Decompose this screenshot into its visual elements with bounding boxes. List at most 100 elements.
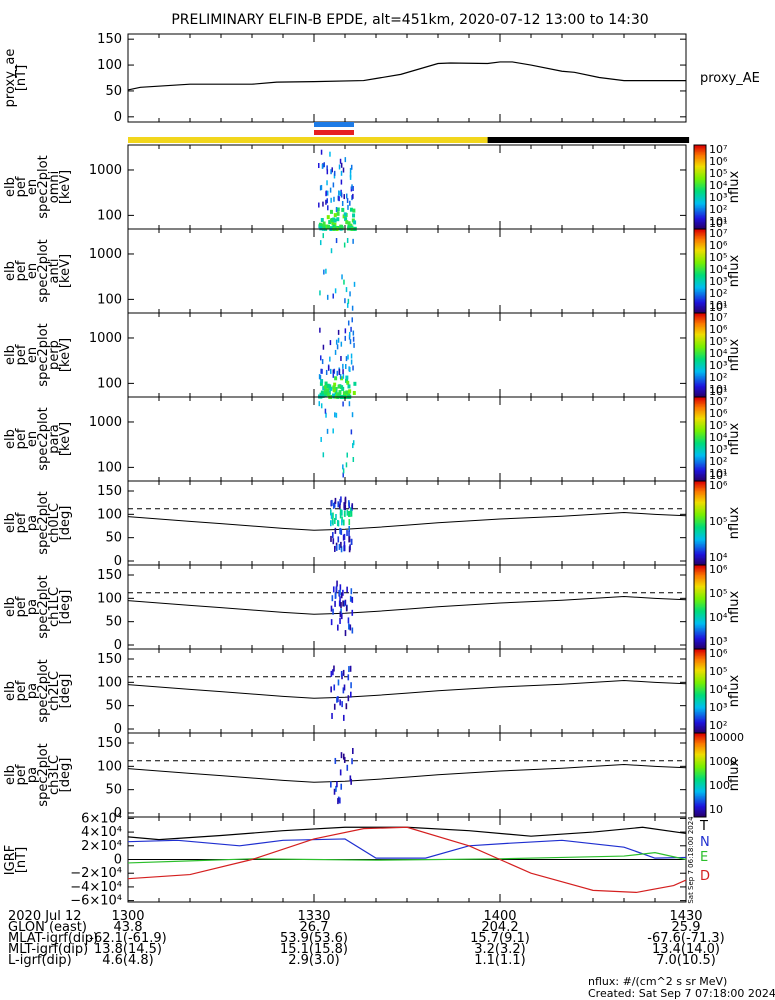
spec-para-pixel: [352, 456, 355, 462]
pa-ch0LC-pixel: [334, 545, 336, 552]
pa-ch1LC-colorbar-cell: [694, 572, 706, 574]
igrf-ytick-label: 2×10⁴: [81, 839, 122, 854]
spec-perp-pixel: [344, 328, 347, 334]
pa-ch3LC-colorbar-cell: [694, 812, 706, 815]
pa-ch2LC-colorbar-cell: [694, 660, 706, 663]
spec-perp-pixel: [324, 381, 328, 386]
pa-ch2LC-ylabel: [deg]: [58, 674, 73, 709]
pa-ch0LC-colorbar-cell: [694, 524, 706, 527]
spec-para-ylabel: elb: [3, 429, 18, 449]
spec-omni-colorbar-cell: [694, 187, 706, 189]
pa-ch2LC-colorbar-cell: [694, 650, 706, 653]
spec-perp-colorbar-cell: [694, 322, 706, 325]
spec-para-pixel: [320, 436, 322, 442]
pa-ch1LC-ylabel: elb: [3, 597, 18, 617]
pa-ch3LC-colorbar-cell: [694, 733, 706, 735]
spec-anti-colorbar-cell: [694, 296, 706, 299]
spec-omni-pixel: [343, 194, 345, 200]
pa-ch1LC-pixel: [343, 600, 345, 607]
pa-ch1LC-pixel: [331, 595, 334, 602]
pa-ch3LC-colorbar-cell: [694, 751, 706, 754]
pa-ch1LC-pixel: [351, 609, 354, 616]
spec-anti-colorbar-cell: [694, 257, 706, 259]
science-zone-bar: [128, 137, 488, 143]
pa-ch2LC-ylabel: pa: [25, 683, 40, 699]
spec-anti-colorbar-cell: [694, 243, 706, 245]
spec-omni-pixel: [349, 167, 352, 173]
spec-omni-colorbar-cell: [694, 171, 706, 174]
pa-ch3LC-colorbar-cell: [694, 741, 706, 744]
pa-ch3LC-pixel: [346, 764, 349, 771]
spec-perp-pixel: [352, 390, 356, 395]
spec-perp-colorbar-cell: [694, 346, 706, 349]
spec-perp-pixel: [335, 392, 339, 397]
spec-anti-colorbar-cell: [694, 245, 706, 248]
pa-ch1LC-pixel: [345, 605, 348, 612]
pa-ch0LC-colorbar-label: nflux: [727, 507, 742, 540]
pa-ch2LC-colorbar-cell: [694, 717, 706, 720]
pa-ch1LC-colorbar-cell: [694, 639, 706, 642]
spec-perp-colorbar-cell: [694, 350, 706, 353]
pa-ch0LC-pixel: [346, 530, 348, 537]
spec-omni-colorbar-cell: [694, 206, 706, 209]
xaxis-row-value: 1330: [297, 909, 330, 924]
pa-ch3LC-colorbar-cell: [694, 762, 706, 765]
spec-omni-pixel: [349, 223, 353, 228]
pa-ch1LC-pixel: [330, 605, 333, 612]
pa-ch2LC-colorbar-cell: [694, 658, 706, 661]
spec-anti-pixel: [332, 293, 334, 299]
pa-ch0LC-pixel: [330, 520, 332, 527]
spec-omni-colorbar-cell: [694, 145, 706, 147]
pa-ch2LC-colorbar-cell: [694, 651, 706, 654]
pa-ch2LC-colorbar-cell: [694, 705, 706, 707]
pa-ch3LC-pixel: [334, 757, 337, 764]
pa-ch1LC-colorbar-cell: [694, 580, 706, 583]
spec-perp-pixel: [351, 317, 353, 323]
spec-perp-pixel: [338, 368, 341, 374]
spec-para-colorbar-cell: [694, 404, 706, 406]
pa-ch2LC-ytick-label: 0: [114, 722, 122, 737]
pa-ch0LC-pixel: [332, 502, 335, 509]
spec-perp-pixel: [345, 356, 348, 362]
spec-omni-pixel: [333, 218, 337, 223]
pa-ch0LC-colorbar-tick: 10⁵: [709, 515, 727, 528]
pa-ch1LC-colorbar-cell: [694, 577, 706, 580]
spec-omni-pixel: [352, 213, 356, 218]
spec-omni-ylabel: [keV]: [58, 170, 73, 204]
spec-para-ylabel: spec2plot: [36, 407, 51, 470]
pa-ch0LC-pixel: [348, 525, 351, 532]
pa-ch0LC-ytick-label: 0: [114, 554, 122, 569]
spec-anti-colorbar-cell: [694, 268, 706, 271]
spec-perp-colorbar-tick: 10⁶: [709, 323, 728, 336]
spec-anti-ytick-label: 1000: [89, 247, 122, 262]
spec-anti-pixel: [330, 248, 333, 254]
pa-ch3LC-colorbar-cell: [694, 765, 706, 768]
spec-anti-colorbar-cell: [694, 252, 706, 255]
spec-para-colorbar-cell: [694, 444, 706, 447]
pa-ch0LC-colorbar-cell: [694, 530, 706, 532]
pa-ch1LC-pixel: [342, 600, 344, 607]
pa-ch0LC-colorbar-cell: [694, 545, 706, 548]
spec-perp-pixel: [348, 389, 352, 394]
spec-para-colorbar-tick: 10⁷: [709, 395, 727, 408]
xaxis-row-value: 53.9(53.6): [280, 931, 348, 946]
spec-omni-pixel: [336, 207, 340, 212]
xaxis-row-value: 3.2(3.2): [474, 942, 526, 957]
proxy-ae-ylabel: [nT]: [14, 65, 29, 91]
spec-perp-colorbar-cell: [694, 331, 706, 334]
spec-para-pixel: [342, 401, 344, 407]
spec-para-colorbar-cell: [694, 464, 706, 467]
xaxis-row-label: 2020 Jul 12: [8, 909, 82, 924]
spec-perp-pixel: [319, 381, 323, 386]
pa-ch3LC-colorbar-cell: [694, 772, 706, 775]
spec-perp-colorbar-cell: [694, 377, 706, 380]
spec-perp-colorbar-cell: [694, 373, 706, 376]
spec-anti-ylabel: elb: [3, 261, 18, 281]
pa-ch1LC-pixel: [340, 613, 343, 620]
spec-para-pixel: [324, 408, 327, 414]
spec-omni-colorbar-cell: [694, 154, 706, 157]
spec-omni-colorbar-cell: [694, 226, 706, 229]
spec-para-pixel: [351, 412, 354, 418]
pa-ch1LC-colorbar-cell: [694, 565, 706, 567]
